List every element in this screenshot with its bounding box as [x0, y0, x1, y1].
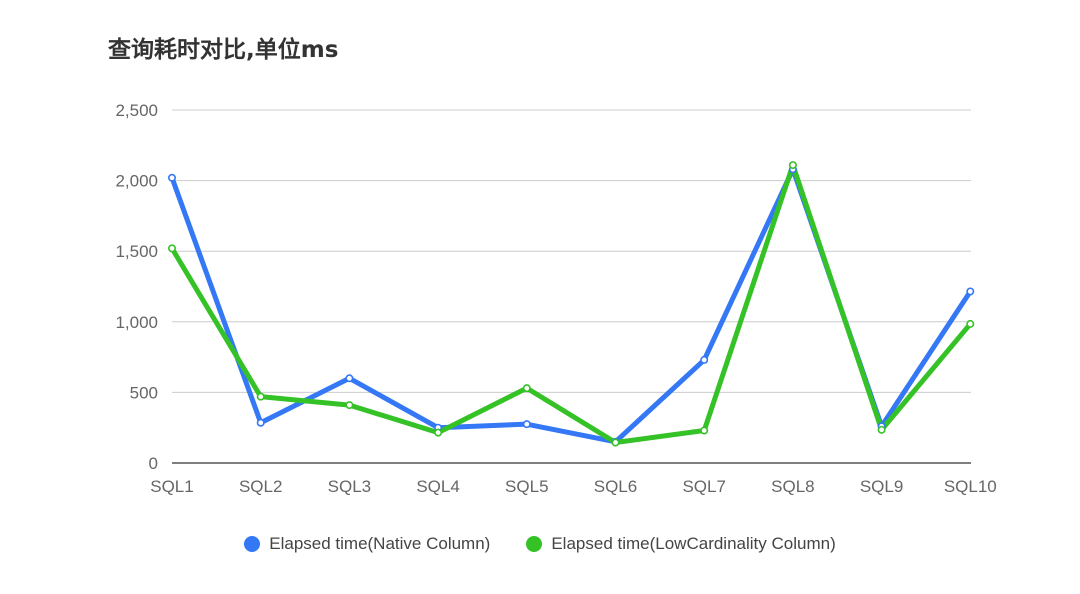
series-points-1: [168, 161, 975, 447]
series-lines: [168, 161, 975, 447]
x-tick-label: SQL9: [860, 477, 903, 496]
data-point[interactable]: [788, 161, 797, 170]
y-tick-label: 1,000: [115, 313, 158, 332]
data-point[interactable]: [434, 428, 443, 437]
series-points-0: [168, 165, 975, 446]
series-line-1: [169, 162, 973, 446]
data-point[interactable]: [256, 418, 265, 427]
data-point[interactable]: [700, 426, 709, 435]
x-axis-ticks: SQL1 SQL2 SQL3 SQL4 SQL5 SQL6 SQL7 SQL8 SQL9 SQL1…: [150, 477, 997, 496]
legend-marker-native: [244, 536, 261, 552]
data-point[interactable]: [345, 401, 354, 410]
legend-marker-lowcardinality: [526, 536, 543, 552]
x-tick-label: SQL10: [944, 477, 997, 496]
y-tick-label: 1,500: [115, 242, 158, 261]
chart-title: 查询耗时对比,单位ms: [108, 37, 339, 63]
data-point[interactable]: [345, 374, 354, 383]
x-tick-label: SQL7: [682, 477, 725, 496]
x-tick-label: SQL8: [771, 477, 814, 496]
y-tick-label: 2,000: [115, 172, 158, 191]
legend: Elapsed time(Native Column) Elapsed time…: [0, 534, 1080, 554]
data-point[interactable]: [966, 287, 975, 296]
x-tick-label: SQL3: [328, 477, 371, 496]
series-1: [169, 162, 973, 446]
data-point[interactable]: [522, 384, 531, 393]
y-tick-label: 0: [149, 454, 158, 473]
legend-label-native: Elapsed time(Native Column): [269, 534, 491, 553]
data-point[interactable]: [168, 244, 177, 253]
x-tick-label: SQL5: [505, 477, 548, 496]
x-tick-label: SQL1: [150, 477, 193, 496]
data-point[interactable]: [700, 355, 709, 364]
y-axis-ticks: 0 500 1,000 1,500 2,000 2,500: [115, 101, 158, 473]
data-point[interactable]: [611, 438, 620, 447]
data-point[interactable]: [522, 420, 531, 429]
data-point[interactable]: [168, 173, 177, 182]
data-point[interactable]: [877, 425, 886, 434]
x-tick-label: SQL4: [416, 477, 459, 496]
y-tick-label: 2,500: [115, 101, 158, 120]
data-point[interactable]: [256, 392, 265, 401]
legend-item-lowcardinality[interactable]: Elapsed time(LowCardinality Column): [526, 534, 836, 554]
y-tick-label: 500: [130, 383, 158, 402]
x-tick-label: SQL6: [594, 477, 637, 496]
data-point[interactable]: [966, 319, 975, 328]
legend-item-native[interactable]: Elapsed time(Native Column): [244, 534, 490, 554]
legend-label-lowcardinality: Elapsed time(LowCardinality Column): [551, 534, 836, 553]
grid-lines: [172, 109, 971, 393]
x-tick-label: SQL2: [239, 477, 282, 496]
